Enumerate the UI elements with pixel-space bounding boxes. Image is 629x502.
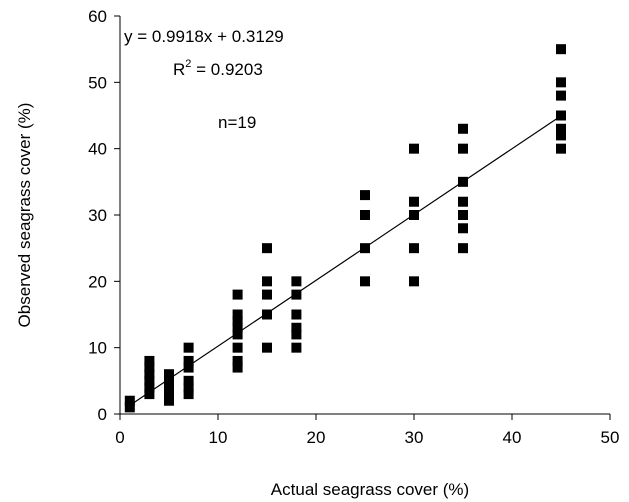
data-point bbox=[360, 210, 370, 220]
data-point bbox=[262, 309, 272, 320]
data-point bbox=[458, 196, 468, 207]
x-axis-title: Actual seagrass cover (%) bbox=[271, 480, 469, 499]
data-point bbox=[164, 382, 174, 393]
data-point bbox=[144, 375, 155, 386]
data-point bbox=[291, 329, 302, 340]
y-axis-title: Observed seagrass cover (%) bbox=[15, 103, 34, 328]
data-point bbox=[556, 77, 566, 88]
r-squared-label: R2 = 0.9203 bbox=[173, 58, 263, 79]
data-point bbox=[291, 289, 302, 300]
y-tick-label: 60 bbox=[88, 7, 107, 26]
data-point bbox=[409, 276, 419, 287]
data-point bbox=[164, 389, 174, 400]
data-point bbox=[409, 243, 419, 254]
data-point bbox=[458, 143, 468, 154]
data-point bbox=[144, 369, 155, 380]
data-point bbox=[144, 389, 155, 400]
data-point bbox=[556, 143, 566, 154]
data-point bbox=[183, 362, 194, 373]
data-points bbox=[124, 44, 566, 413]
data-point bbox=[144, 362, 155, 373]
data-point bbox=[458, 123, 468, 134]
n-label: n=19 bbox=[218, 113, 256, 132]
annotations: y = 0.9918x + 0.3129 R2 = 0.9203 n=19 bbox=[124, 27, 284, 132]
x-tick-label: 20 bbox=[307, 428, 326, 447]
data-point bbox=[124, 402, 135, 413]
y-tick-label: 20 bbox=[88, 272, 107, 291]
data-point bbox=[183, 375, 194, 386]
x-tick-label: 30 bbox=[405, 428, 424, 447]
data-point bbox=[458, 223, 468, 234]
data-point bbox=[232, 355, 243, 366]
data-point bbox=[183, 342, 194, 353]
data-point bbox=[183, 382, 194, 393]
x-tick-label: 10 bbox=[209, 428, 228, 447]
data-point bbox=[291, 342, 302, 353]
data-point bbox=[409, 143, 419, 154]
data-point bbox=[164, 369, 174, 380]
y-tick-label: 30 bbox=[88, 206, 107, 225]
data-point bbox=[262, 289, 272, 300]
x-tick-label: 40 bbox=[503, 428, 522, 447]
data-point bbox=[291, 322, 302, 333]
data-point bbox=[360, 190, 370, 201]
y-tick-label: 50 bbox=[88, 73, 107, 92]
data-point bbox=[232, 309, 243, 320]
data-point bbox=[164, 375, 174, 386]
data-point bbox=[124, 395, 135, 406]
data-point bbox=[144, 355, 155, 366]
data-point bbox=[183, 389, 194, 400]
equation-label: y = 0.9918x + 0.3129 bbox=[124, 27, 284, 46]
r-squared-value: = 0.9203 bbox=[191, 60, 262, 79]
data-point bbox=[360, 276, 370, 287]
data-point bbox=[409, 196, 419, 207]
data-point bbox=[262, 243, 272, 254]
trendline-group bbox=[129, 115, 562, 406]
y-tick-label: 10 bbox=[88, 339, 107, 358]
data-point bbox=[183, 355, 194, 366]
data-point bbox=[458, 210, 468, 220]
data-point bbox=[232, 342, 243, 353]
data-point bbox=[556, 130, 566, 141]
data-point bbox=[232, 289, 243, 300]
data-point bbox=[262, 342, 272, 353]
r-squared-superscript: 2 bbox=[185, 58, 191, 70]
data-point bbox=[232, 316, 243, 327]
data-point bbox=[458, 243, 468, 254]
data-point bbox=[232, 362, 243, 373]
data-point bbox=[556, 44, 566, 55]
data-point bbox=[232, 329, 243, 340]
r-squared-prefix: R bbox=[173, 60, 185, 79]
data-point bbox=[291, 309, 302, 320]
x-tick-label: 0 bbox=[115, 428, 124, 447]
data-point bbox=[164, 395, 174, 406]
data-point bbox=[262, 276, 272, 287]
data-point bbox=[556, 90, 566, 101]
data-point bbox=[556, 123, 566, 134]
data-point bbox=[232, 322, 243, 333]
data-point bbox=[291, 276, 302, 287]
data-point bbox=[556, 110, 566, 121]
x-tick-label: 50 bbox=[601, 428, 620, 447]
axes: 0 10 20 30 40 50 0 10 20 30 40 50 60 bbox=[88, 7, 619, 447]
data-point bbox=[144, 382, 155, 393]
trendline bbox=[129, 115, 562, 406]
y-tick-label: 0 bbox=[98, 405, 107, 424]
y-tick-label: 40 bbox=[88, 140, 107, 159]
